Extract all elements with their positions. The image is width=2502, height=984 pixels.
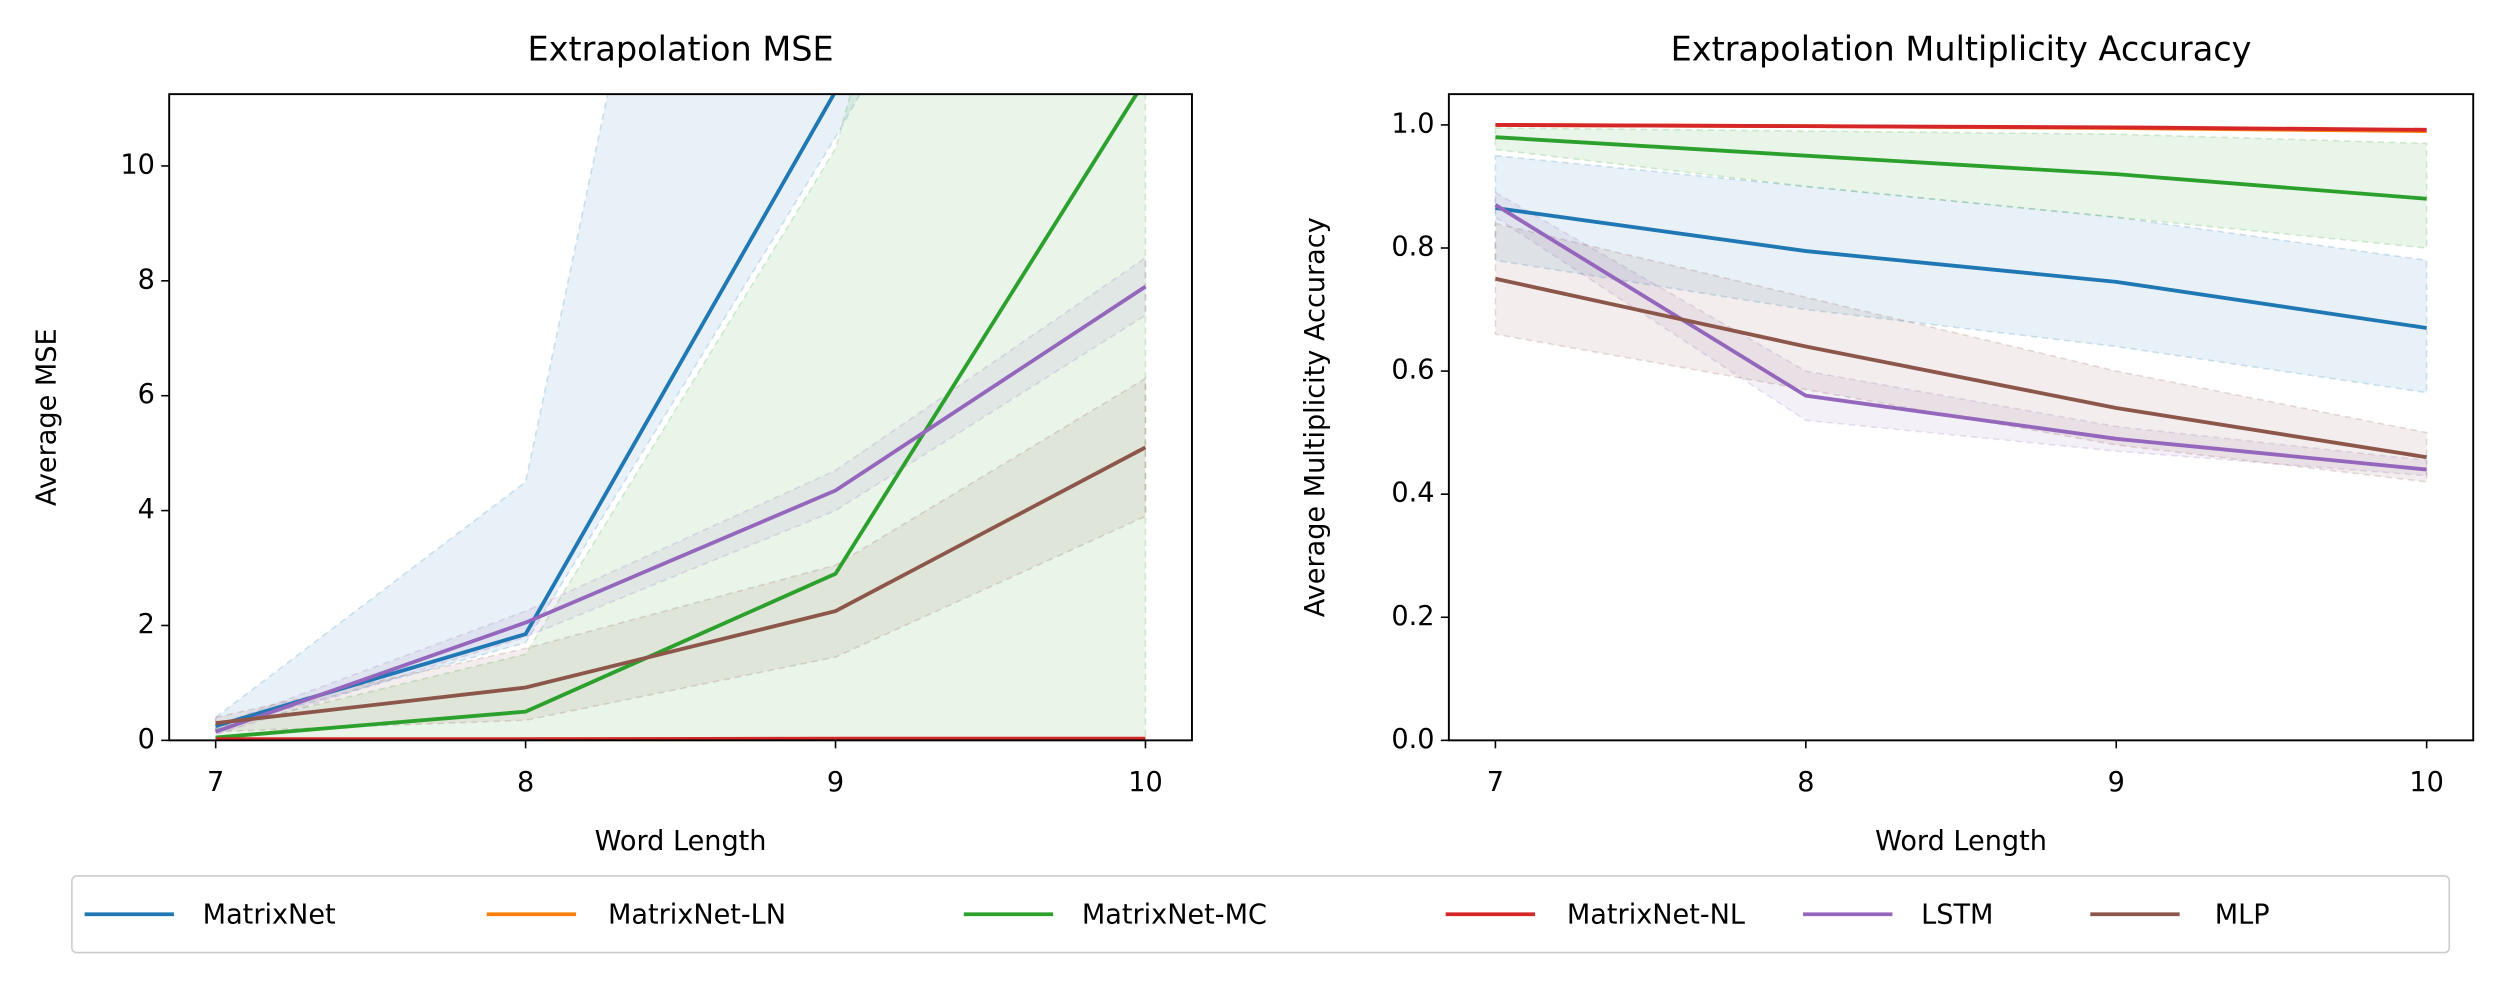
x-tick-label: 10 [2409,767,2444,798]
legend-box [71,875,2451,954]
y-tick-label: 10 [120,149,155,180]
x-tick-label: 7 [1487,767,1504,798]
x-axis-label: Word Length [595,826,767,857]
series-line [215,94,837,728]
confidence-band [1494,222,2428,483]
y-tick-label: 0.0 [1391,724,1434,755]
series-line [215,445,1147,726]
axes-frame [168,93,1193,742]
legend-label: MatrixNet [203,899,336,930]
y-tick-label: 0.8 [1391,232,1434,263]
confidence-band [1494,127,2428,249]
plot-area [214,94,1147,741]
chart-title: Extrapolation MSE [527,30,833,69]
y-tick-label: 0.6 [1391,355,1434,386]
x-axis-label: Word Length [1875,826,2047,857]
series-line [1495,276,2427,460]
series-line [1495,122,2427,132]
x-tick-label: 7 [207,767,224,798]
series-line [215,736,1146,741]
y-tick-label: 6 [138,379,155,410]
y-axis-label: Average Multiplicity Accuracy [1300,217,1331,617]
legend-label: MatrixNet-LN [608,899,786,930]
confidence-band [214,256,1147,736]
confidence-band [214,94,1147,741]
y-tick-label: 1.0 [1391,108,1434,139]
x-tick-label: 10 [1128,767,1163,798]
plot-area [1494,122,2428,483]
x-tick-label: 9 [2108,767,2125,798]
y-tick-label: 8 [138,264,155,295]
series-line [1495,135,2427,201]
y-tick-label: 0.4 [1391,478,1434,509]
x-tick-label: 9 [827,767,844,798]
x-tick-label: 8 [517,767,534,798]
legend-label: MatrixNet-NL [1567,899,1745,930]
confidence-band [1494,154,2428,394]
y-axis-label: Average MSE [31,328,62,506]
axes-frame [1447,93,2475,742]
chart-title: Extrapolation Multiplicity Accuracy [1671,30,2252,69]
series-line [215,284,1147,734]
legend-label: LSTM [1921,899,1993,930]
legend-label: MatrixNet-MC [1082,899,1267,930]
y-tick-label: 0 [138,724,155,755]
y-tick-label: 4 [138,494,155,525]
series-line [1495,206,2427,330]
legend-label: MLP [2215,899,2270,930]
x-tick-label: 8 [1797,767,1814,798]
series-line [1494,203,2427,472]
series-line [215,94,1139,740]
y-tick-label: 0.2 [1391,601,1434,632]
y-tick-label: 2 [138,609,155,640]
confidence-band [214,94,861,730]
